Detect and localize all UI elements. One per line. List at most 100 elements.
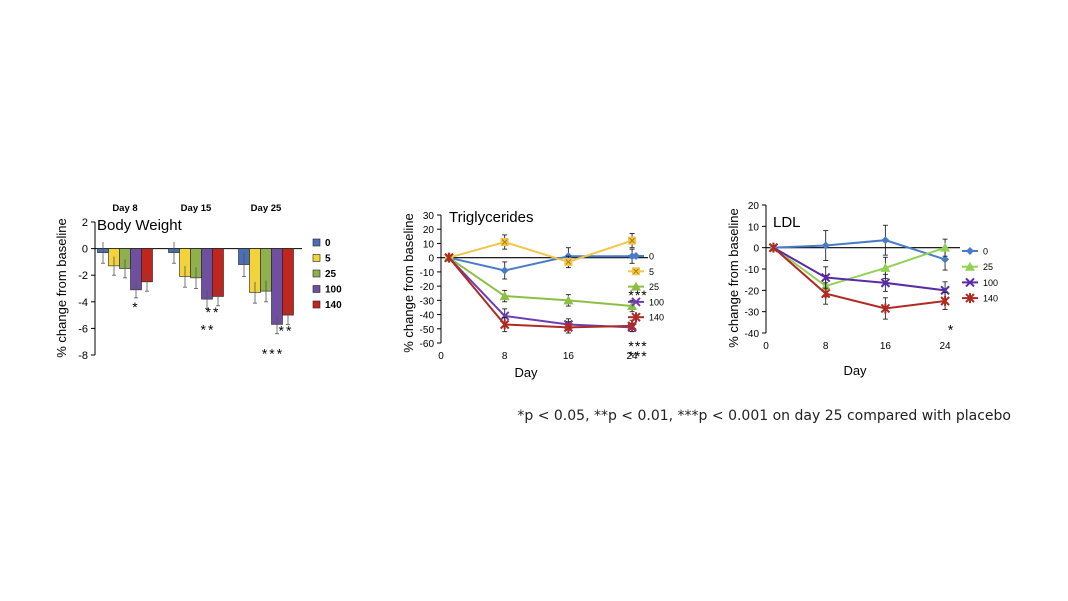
body-weight-y-tick-label: 0 xyxy=(82,244,88,256)
triglycerides-x-tick-label: 0 xyxy=(438,351,444,362)
ldl-y-tick-label: -40 xyxy=(745,329,760,340)
triglycerides-data-point-cross xyxy=(565,259,572,265)
triglycerides-data-point xyxy=(563,295,574,305)
body-weight-significance: * xyxy=(132,299,139,315)
ldl-y-tick-label: -30 xyxy=(745,308,760,319)
body-weight-category-label: Day 25 xyxy=(251,203,282,214)
ldl-data-point xyxy=(880,303,891,314)
ldl-series-line xyxy=(772,246,946,292)
ldl-data-point xyxy=(820,288,831,299)
ldl-legend-marker xyxy=(965,293,975,304)
body-weight-legend-label: 140 xyxy=(325,300,342,311)
triglycerides-y-tick-label: -60 xyxy=(420,339,435,350)
triglycerides-legend-marker xyxy=(631,297,641,307)
ldl-data-point xyxy=(940,285,950,296)
ldl-series-line xyxy=(772,246,946,310)
ldl-legend-label: 140 xyxy=(983,294,998,304)
body-weight-y-tick-label: 2 xyxy=(82,217,88,229)
ldl-series-140 xyxy=(768,242,950,320)
body-weight-legend-swatch xyxy=(312,238,321,247)
ldl-y-tick-label: -10 xyxy=(745,265,760,276)
triglycerides-y-tick-label: -50 xyxy=(420,325,435,336)
significance-footnote: *p < 0.05, **p < 0.01, ***p < 0.001 on d… xyxy=(517,408,1011,424)
ldl-x-tick-label: 16 xyxy=(880,341,892,352)
ldl-legend-label: 0 xyxy=(983,247,988,257)
ldl-data-point xyxy=(821,241,830,250)
body-weight-significance: ** xyxy=(201,321,216,337)
triglycerides-y-tick-label: -30 xyxy=(420,296,435,307)
ldl-data-point xyxy=(820,272,831,283)
triglycerides-chart: Triglycerides % change from baseline Day 30… xyxy=(401,209,664,380)
triglycerides-y-tick-label: 10 xyxy=(423,239,435,250)
triglycerides-data-point xyxy=(500,238,509,247)
triglycerides-series-140 xyxy=(444,252,637,334)
triglycerides-y-tick-label: 30 xyxy=(423,211,435,222)
triglycerides-x-axis-label: Day xyxy=(514,365,538,380)
body-weight-y-tick-label: -2 xyxy=(78,270,88,282)
ldl-x-tick-label: 0 xyxy=(763,341,769,352)
ldl-legend-marker xyxy=(966,247,974,255)
body-weight-legend-label: 0 xyxy=(325,238,331,249)
triglycerides-series-line xyxy=(448,255,633,272)
triglycerides-legend-marker-cross xyxy=(633,268,639,275)
triglycerides-series-line xyxy=(448,256,633,308)
triglycerides-legend-label: 5 xyxy=(649,267,654,277)
ldl-data-point xyxy=(881,236,890,245)
body-weight-legend-swatch xyxy=(312,300,321,309)
body-weight-bar xyxy=(282,248,294,316)
body-weight-bar xyxy=(271,248,283,325)
triglycerides-data-point xyxy=(499,319,510,330)
triglycerides-y-tick-label: 20 xyxy=(423,225,435,236)
ldl-x-tick-label: 24 xyxy=(940,341,952,352)
triglycerides-data-point xyxy=(627,320,637,331)
body-weight-y-tick-label: -6 xyxy=(78,323,88,335)
triglycerides-legend-label: 25 xyxy=(649,282,659,292)
triglycerides-series-line xyxy=(448,239,633,263)
triglycerides-data-point xyxy=(500,266,509,275)
ldl-chart: LDL% change from baselineDay20100-10-20-… xyxy=(726,201,998,378)
triglycerides-data-point xyxy=(499,291,510,301)
triglycerides-data-point xyxy=(563,322,574,333)
ldl-y-tick-label: -20 xyxy=(745,286,760,297)
body-weight-significance: ** xyxy=(206,304,221,320)
ldl-title: LDL xyxy=(773,214,801,231)
triglycerides-data-point xyxy=(628,236,637,245)
ldl-y-tick-label: 10 xyxy=(748,222,760,233)
ldl-data-point xyxy=(940,296,950,306)
triglycerides-data-point xyxy=(564,257,573,266)
triglycerides-significance: *** xyxy=(628,338,647,354)
body-weight-legend-swatch xyxy=(312,285,321,293)
ldl-x-axis-label: Day xyxy=(843,363,867,378)
triglycerides-legend-label: 0 xyxy=(649,252,654,262)
ldl-y-axis-label: % change from baseline xyxy=(726,208,741,347)
body-weight-legend-swatch xyxy=(312,269,321,278)
triglycerides-x-tick-label: 24 xyxy=(627,351,639,362)
ldl-legend-marker xyxy=(965,261,975,271)
triglycerides-title: Triglycerides xyxy=(449,209,533,226)
ldl-legend-label: 100 xyxy=(983,278,998,288)
triglycerides-significance: *** xyxy=(628,348,647,364)
triglycerides-y-tick-label: -10 xyxy=(420,268,435,279)
body-weight-legend-swatch xyxy=(312,254,321,262)
ldl-data-point xyxy=(940,242,951,252)
ldl-legend-label: 25 xyxy=(983,262,993,272)
ldl-y-tick-label: 20 xyxy=(748,201,760,212)
triglycerides-x-tick-label: 8 xyxy=(502,351,508,362)
ldl-data-point xyxy=(880,262,891,272)
triglycerides-x-tick-label: 16 xyxy=(563,351,575,362)
body-weight-y-tick-label: -8 xyxy=(78,350,88,362)
triglycerides-data-point xyxy=(444,252,454,263)
triglycerides-legend-marker xyxy=(631,281,641,291)
body-weight-category-label: Day 15 xyxy=(181,203,212,214)
triglycerides-y-axis-label: % change from baseline xyxy=(401,213,416,352)
body-weight-y-tick-label: -4 xyxy=(78,297,88,309)
ldl-legend-marker xyxy=(965,277,975,288)
ldl-data-point xyxy=(941,255,950,264)
triglycerides-y-tick-label: 0 xyxy=(428,254,434,265)
triglycerides-data-point-cross xyxy=(501,239,508,245)
body-weight-chart: Body Weight % change from baseline 2 0 -2 -4 -… xyxy=(54,203,342,362)
triglycerides-series-100 xyxy=(444,252,637,333)
ldl-y-tick-label: 0 xyxy=(753,244,759,255)
triglycerides-y-tick-label: -20 xyxy=(420,282,435,293)
